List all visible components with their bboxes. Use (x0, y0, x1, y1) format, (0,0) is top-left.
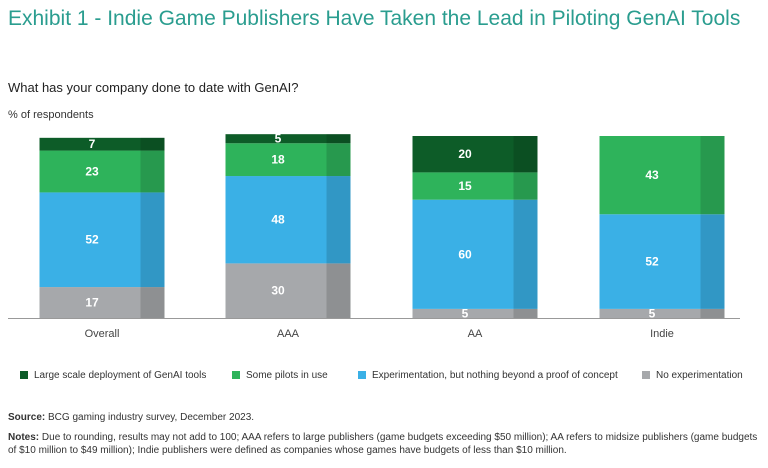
bar-shade-indie-some-pilots-in-use (700, 136, 725, 215)
notes: Notes: Due to rounding, results may not … (8, 431, 763, 457)
stacked-bar-chart: 17 52 23 7 Overall 30 48 18 5 AAA 5 60 15 20 AA 5 52 43 In… (8, 132, 740, 340)
bar-segment-aa-large-scale-deployment-of-genai-tools (412, 136, 538, 173)
data-label-aa-some-pilots-in-use: 15 (458, 179, 472, 193)
category-label-overall: Overall (85, 328, 120, 340)
bar-segment-overall-some-pilots-in-use (39, 150, 165, 193)
source-text: BCG gaming industry survey, December 202… (48, 412, 255, 423)
data-label-aaa-no-experimentation: 30 (271, 284, 285, 298)
category-label-aa: AA (468, 328, 483, 340)
legend-swatch (20, 371, 28, 379)
bar-shade-indie-no-experimentation (700, 308, 725, 318)
bar-shade-indie-experimentation-but-nothing-beyond-a-proof-of-concept (700, 214, 725, 309)
legend-item-large-scale-deployment-of-genai-tools: Large scale deployment of GenAI tools (20, 370, 206, 381)
source-note: Source: BCG gaming industry survey, Dece… (8, 412, 254, 423)
data-label-aa-no-experimentation: 5 (462, 306, 469, 320)
bar-segment-aaa-no-experimentation (225, 263, 351, 318)
data-label-aaa-experimentation-but-nothing-beyond-a-proof-of-concept: 48 (271, 213, 285, 227)
category-label-indie: Indie (650, 328, 674, 340)
bar-segment-aa-some-pilots-in-use (412, 172, 538, 200)
bar-shade-aaa-experimentation-but-nothing-beyond-a-proof-of-concept (326, 176, 351, 264)
bar-shade-aa-some-pilots-in-use (513, 172, 538, 200)
legend-label: No experimentation (656, 370, 743, 381)
legend-swatch (642, 371, 650, 379)
data-label-aa-experimentation-but-nothing-beyond-a-proof-of-concept: 60 (458, 247, 472, 261)
data-label-indie-experimentation-but-nothing-beyond-a-proof-of-concept: 52 (645, 255, 659, 269)
chart-subtitle: What has your company done to date with … (8, 80, 299, 95)
data-label-indie-some-pilots-in-use: 43 (645, 168, 659, 182)
bar-shade-overall-some-pilots-in-use (140, 150, 165, 193)
legend-label: Experimentation, but nothing beyond a pr… (372, 370, 618, 381)
data-label-aa-large-scale-deployment-of-genai-tools: 20 (458, 147, 472, 161)
bar-segment-overall-experimentation-but-nothing-beyond-a-proof-of-concept (39, 192, 165, 288)
legend-label: Large scale deployment of GenAI tools (34, 370, 207, 381)
legend: Large scale deployment of GenAI tools Som… (20, 370, 760, 386)
data-label-indie-no-experimentation: 5 (649, 306, 656, 320)
legend-swatch (358, 371, 366, 379)
bar-shade-aa-no-experimentation (513, 308, 538, 318)
bar-shade-aaa-large-scale-deployment-of-genai-tools (326, 134, 351, 144)
bar-segment-aa-no-experimentation (412, 308, 538, 318)
bar-segment-overall-no-experimentation (39, 287, 165, 318)
bar-segment-aa-experimentation-but-nothing-beyond-a-proof-of-concept (412, 199, 538, 309)
legend-item-experimentation-but-nothing-beyond-a-proof-of-concept: Experimentation, but nothing beyond a pr… (358, 370, 618, 381)
bar-segment-indie-experimentation-but-nothing-beyond-a-proof-of-concept (599, 214, 725, 309)
source-label: Source: (8, 412, 46, 423)
bar-shade-aaa-some-pilots-in-use (326, 143, 351, 177)
bar-shade-overall-no-experimentation (140, 287, 165, 318)
data-label-aaa-large-scale-deployment-of-genai-tools: 5 (275, 132, 282, 146)
data-label-aaa-some-pilots-in-use: 18 (271, 153, 285, 167)
unit-label: % of respondents (8, 109, 94, 121)
legend-label: Some pilots in use (246, 370, 328, 381)
data-label-overall-some-pilots-in-use: 23 (85, 164, 99, 178)
bar-segment-aaa-large-scale-deployment-of-genai-tools (225, 134, 351, 144)
notes-label: Notes: (8, 432, 40, 443)
legend-item-some-pilots-in-use: Some pilots in use (232, 370, 328, 381)
page-title: Exhibit 1 - Indie Game Publishers Have T… (8, 7, 741, 30)
bar-segment-indie-no-experimentation (599, 308, 725, 318)
data-label-overall-experimentation-but-nothing-beyond-a-proof-of-concept: 52 (85, 233, 99, 247)
bar-shade-overall-large-scale-deployment-of-genai-tools (140, 137, 165, 151)
category-label-aaa: AAA (277, 328, 300, 340)
bar-shade-overall-experimentation-but-nothing-beyond-a-proof-of-concept (140, 192, 165, 288)
bar-segment-overall-large-scale-deployment-of-genai-tools (39, 137, 165, 151)
data-label-overall-no-experimentation: 17 (85, 296, 99, 310)
bar-segment-aaa-experimentation-but-nothing-beyond-a-proof-of-concept (225, 176, 351, 264)
bar-shade-aa-large-scale-deployment-of-genai-tools (513, 136, 538, 173)
legend-item-no-experimentation: No experimentation (642, 370, 743, 381)
notes-text: Due to rounding, results may not add to … (8, 432, 758, 456)
bar-shade-aaa-no-experimentation (326, 263, 351, 318)
bar-segment-indie-some-pilots-in-use (599, 136, 725, 215)
bar-segment-aaa-some-pilots-in-use (225, 143, 351, 177)
legend-swatch (232, 371, 240, 379)
data-label-overall-large-scale-deployment-of-genai-tools: 7 (89, 137, 96, 151)
bar-shade-aa-experimentation-but-nothing-beyond-a-proof-of-concept (513, 199, 538, 309)
